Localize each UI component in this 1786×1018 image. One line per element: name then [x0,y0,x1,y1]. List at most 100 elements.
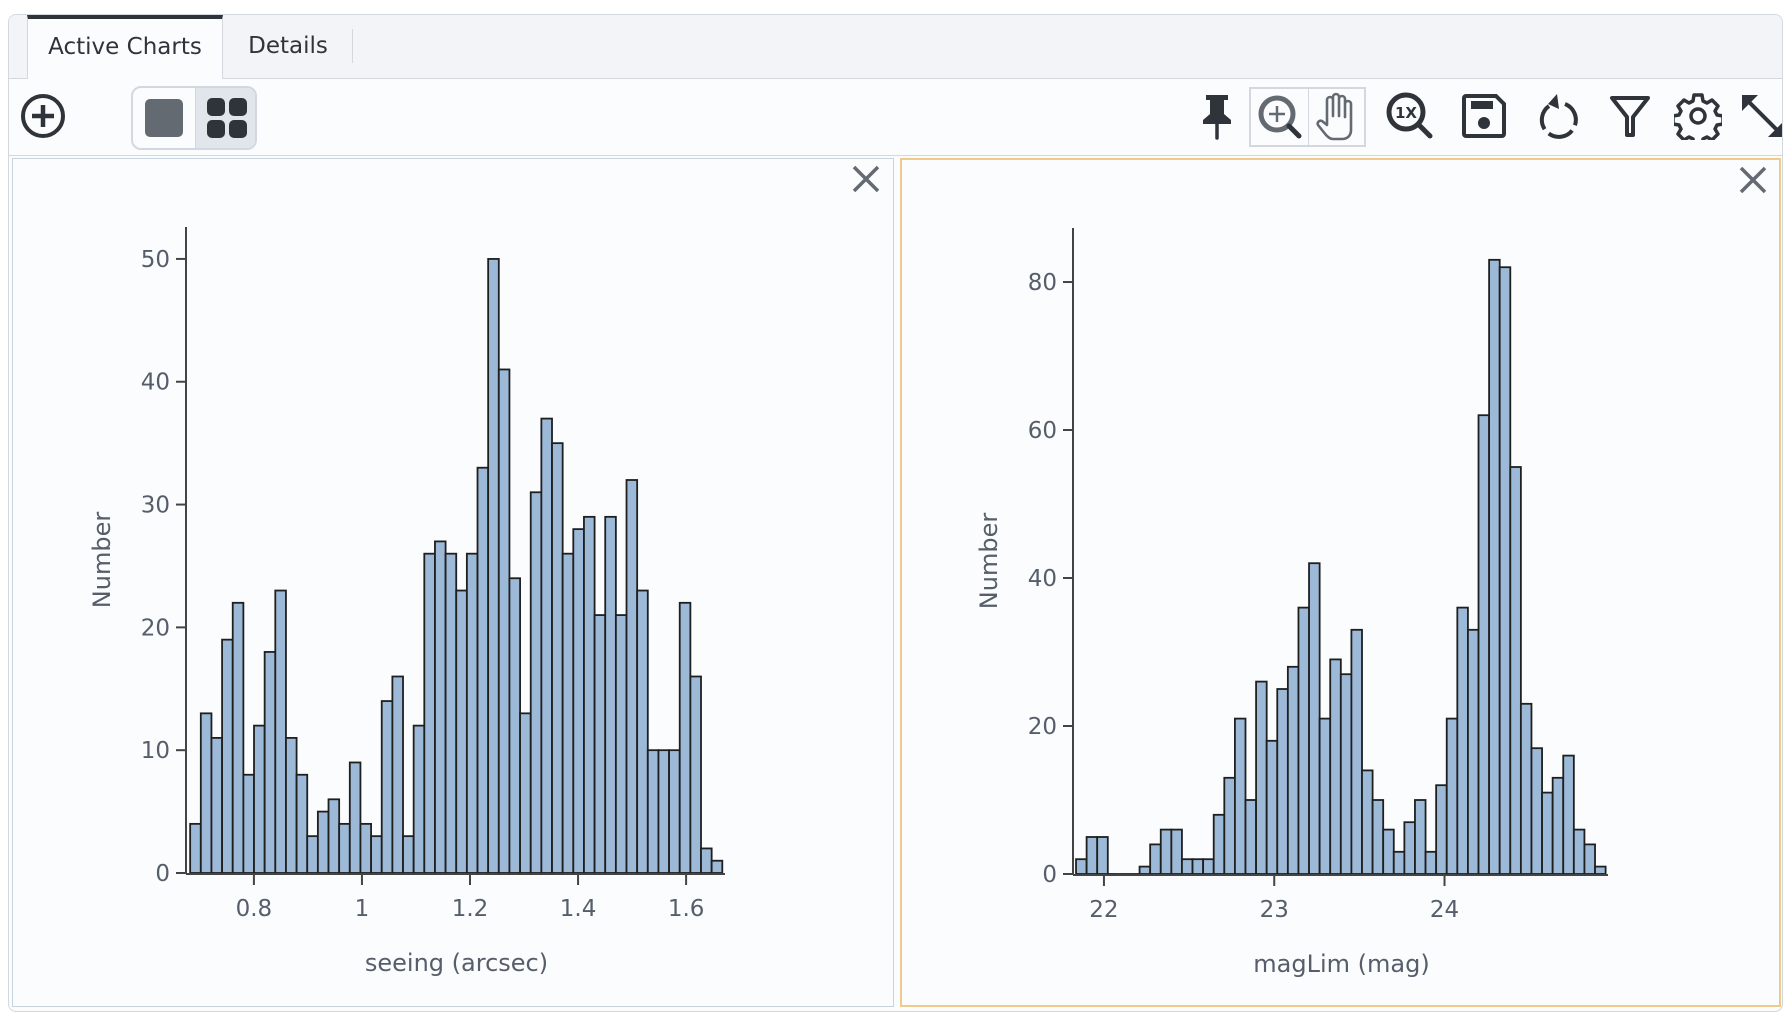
histogram-bar [1276,688,1289,875]
pin-icon [1203,95,1231,140]
histogram-bar [487,258,500,874]
histogram-bar [1572,828,1586,875]
grid-view-icon [207,98,247,138]
histogram-bar [1329,658,1342,875]
expand-icon [1742,95,1782,137]
histogram-bar [1530,747,1543,875]
histogram-bar [274,589,287,874]
x-tick-label: 0.8 [236,896,273,922]
y-tick-label: 40 [141,370,170,396]
histogram-bar [412,724,426,874]
pan-mode-button[interactable] [1311,92,1361,142]
histogram-bar [370,835,383,874]
histogram-bar [1096,836,1109,875]
histogram-bar [402,835,415,874]
histogram-bar [700,847,713,874]
histogram-bar [710,859,724,874]
histogram-bar [455,589,468,874]
save-icon [1462,94,1506,138]
histogram-bar [1223,776,1236,875]
histogram-bar [231,601,245,874]
grid-view-button[interactable] [195,88,255,148]
chart-panel-seeing[interactable]: 0 10 20 30 40 50 0.8 1 1.2 1.4 1.6 seeing (arcsec) N… [12,158,894,1007]
histogram-bar [625,479,639,874]
histogram-bar [199,712,213,874]
zoom-reset-1x-icon: 1X [1386,92,1433,139]
histogram-bar [316,810,330,874]
histogram-bar [1318,717,1332,875]
single-view-button[interactable] [133,88,195,148]
filter-icon [1610,96,1650,137]
expand-button[interactable] [1738,91,1782,141]
restore-button[interactable] [1533,91,1583,141]
histogram-bar [1138,865,1152,875]
histogram-bar [1350,628,1363,875]
histogram-bar [1456,606,1469,875]
x-tick-label: 1 [355,896,370,922]
histogram-bar [1212,813,1226,875]
pin-button[interactable] [1192,91,1242,141]
histogram-bar [189,822,202,874]
add-chart-button[interactable] [18,91,68,141]
histogram-bar [1477,414,1491,875]
histogram-maglim: 0 20 40 60 80 22 23 24 magLim (mag) Number [975,228,1608,978]
y-tick-label: 80 [1028,270,1057,296]
histogram-bar [1159,828,1173,875]
y-tick-label: 60 [1028,418,1057,444]
y-tick-label: 20 [1028,714,1057,740]
pan-hand-icon [1316,92,1353,141]
histogram-bar [646,749,660,874]
close-chart-icon[interactable] [846,159,886,199]
histogram-bar [253,724,266,874]
save-button[interactable] [1459,91,1509,141]
x-tick-label: 24 [1430,897,1459,923]
single-view-icon [145,99,183,137]
charts-container: Active Charts Details [8,14,1783,1012]
histogram-bar [497,368,511,874]
mode-divider [1308,89,1309,145]
y-tick-label: 10 [141,738,170,764]
layout-toggle [131,86,257,150]
histogram-bar [1424,850,1438,875]
filter-button[interactable] [1605,91,1655,141]
histogram-bar [1371,799,1385,875]
x-tick-label: 1.2 [452,896,489,922]
tab-details[interactable]: Details [248,33,328,59]
histogram-bar [1414,799,1427,875]
tab-active-charts[interactable]: Active Charts [27,15,223,79]
histogram-bar [1181,858,1194,875]
histogram-bar [1255,680,1268,875]
histogram-bar [285,737,298,874]
histogram-seeing: 0 10 20 30 40 50 0.8 1 1.2 1.4 1.6 seeing (arcsec) N… [88,227,725,977]
tab-divider [352,29,353,63]
zoom-reset-button[interactable]: 1X [1385,91,1435,141]
histogram-bar [391,675,404,874]
histogram-bar [1562,754,1575,875]
histogram-bar [678,601,692,874]
y-axis-title: Number [975,513,1003,610]
x-axis-title: magLim (mag) [1253,950,1429,978]
chart-panel-maglim[interactable]: 0 20 40 60 80 22 23 24 magLim (mag) Number [900,158,1781,1007]
histogram-bar [519,712,532,874]
histogram-bar [1149,843,1162,875]
histogram-bar [359,822,372,874]
histogram-bar [583,515,596,874]
zoom-mode-button[interactable] [1255,92,1305,142]
histogram-bar [572,528,585,874]
histogram-bar [1297,606,1310,875]
histogram-bar [604,515,617,874]
histogram-bar [1265,739,1279,875]
histogram-bar [561,552,575,874]
close-chart-icon[interactable] [1733,160,1773,200]
settings-button[interactable] [1673,91,1723,141]
histogram-bar [380,700,394,874]
histogram-bar [1509,466,1522,875]
y-tick-label: 20 [141,615,170,641]
histogram-bar [636,589,649,874]
histogram-bar [529,491,543,874]
histogram-bar [1467,628,1480,875]
add-circle-icon [21,94,65,138]
histogram-bar [1191,858,1205,875]
histogram-bar [210,737,223,874]
tab-bar: Active Charts Details [9,15,1782,79]
